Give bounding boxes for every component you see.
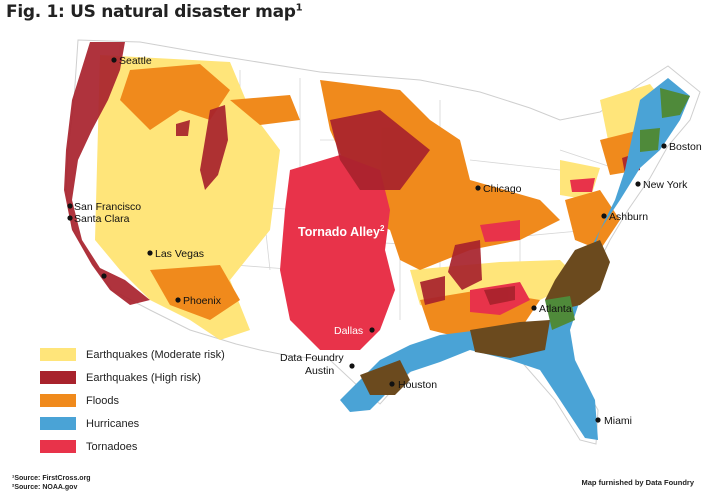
city-dot-boston [661, 143, 667, 149]
legend-item-floods: Floods [40, 389, 225, 412]
city-dot-phoenix [175, 297, 181, 303]
legend-swatch [40, 348, 76, 361]
map-legend: Earthquakes (Moderate risk) Earthquakes … [40, 343, 225, 458]
legend-label: Floods [86, 394, 120, 407]
city-dot-atlanta [531, 305, 537, 311]
earthquake-high-zones [64, 42, 640, 305]
city-label-data-foundry: Data Foundry [280, 352, 344, 364]
city-label-san-francisco: San Francisco [74, 201, 141, 213]
city-label-santa-clara: Santa Clara [74, 213, 130, 225]
city-label-ashburn: Ashburn [609, 211, 648, 223]
city-label-new-york: New York [643, 179, 688, 191]
city-dot-new-york [635, 181, 641, 187]
legend-item-tornadoes: Tornadoes [40, 435, 225, 458]
tornado-alley-label: Tornado Alley2 [298, 224, 385, 239]
hurricane-quake-overlap [545, 88, 690, 330]
city-markers: Seattle San Francisco Santa Clara Las Ve… [67, 55, 702, 427]
city-label-boston: Boston [669, 141, 702, 153]
city-dot-seattle [111, 57, 117, 63]
city-label-seattle: Seattle [119, 55, 152, 67]
city-label-houston: Houston [398, 379, 437, 391]
city-dot-los-angeles [101, 273, 107, 279]
legend-swatch [40, 394, 76, 407]
city-dot-houston [389, 381, 395, 387]
city-label-las-vegas: Las Vegas [155, 248, 204, 260]
city-label-miami: Miami [604, 415, 632, 427]
city-dot-dallas [369, 327, 375, 333]
footnotes: ¹Source: FirstCross.org ²Source: NOAA.go… [12, 474, 91, 492]
hurricane-zones [340, 78, 690, 440]
city-label-dallas: Dallas [334, 325, 363, 337]
footnote-2: ²Source: NOAA.gov [12, 484, 78, 491]
city-dot-ashburn [601, 213, 607, 219]
city-label-phoenix: Phoenix [183, 295, 222, 307]
legend-item-earthquake-moderate: Earthquakes (Moderate risk) [40, 343, 225, 366]
map-credit: Map furnished by Data Foundry [581, 478, 694, 487]
legend-swatch [40, 371, 76, 384]
legend-swatch [40, 417, 76, 430]
legend-label: Hurricanes [86, 417, 140, 430]
city-label-atlanta: Atlanta [539, 303, 572, 315]
city-label-austin: Austin [305, 365, 334, 377]
city-dot-austin [349, 363, 355, 369]
city-label-chicago: Chicago [483, 183, 522, 195]
city-dot-las-vegas [147, 250, 153, 256]
hurricane-flood-overlap [360, 240, 610, 395]
legend-item-earthquake-high: Earthquakes (High risk) [40, 366, 225, 389]
city-dot-chicago [475, 185, 481, 191]
footnote-1: ¹Source: FirstCross.org [12, 475, 91, 482]
figure-title: Fig. 1: US natural disaster map1 [6, 2, 303, 22]
legend-label: Tornadoes [86, 440, 138, 453]
legend-label: Earthquakes (Moderate risk) [86, 348, 225, 361]
legend-swatch [40, 440, 76, 453]
legend-label: Earthquakes (High risk) [86, 371, 201, 384]
city-dot-santa-clara [67, 215, 73, 221]
city-dot-san-francisco [67, 203, 73, 209]
city-dot-miami [595, 417, 601, 423]
legend-item-hurricanes: Hurricanes [40, 412, 225, 435]
